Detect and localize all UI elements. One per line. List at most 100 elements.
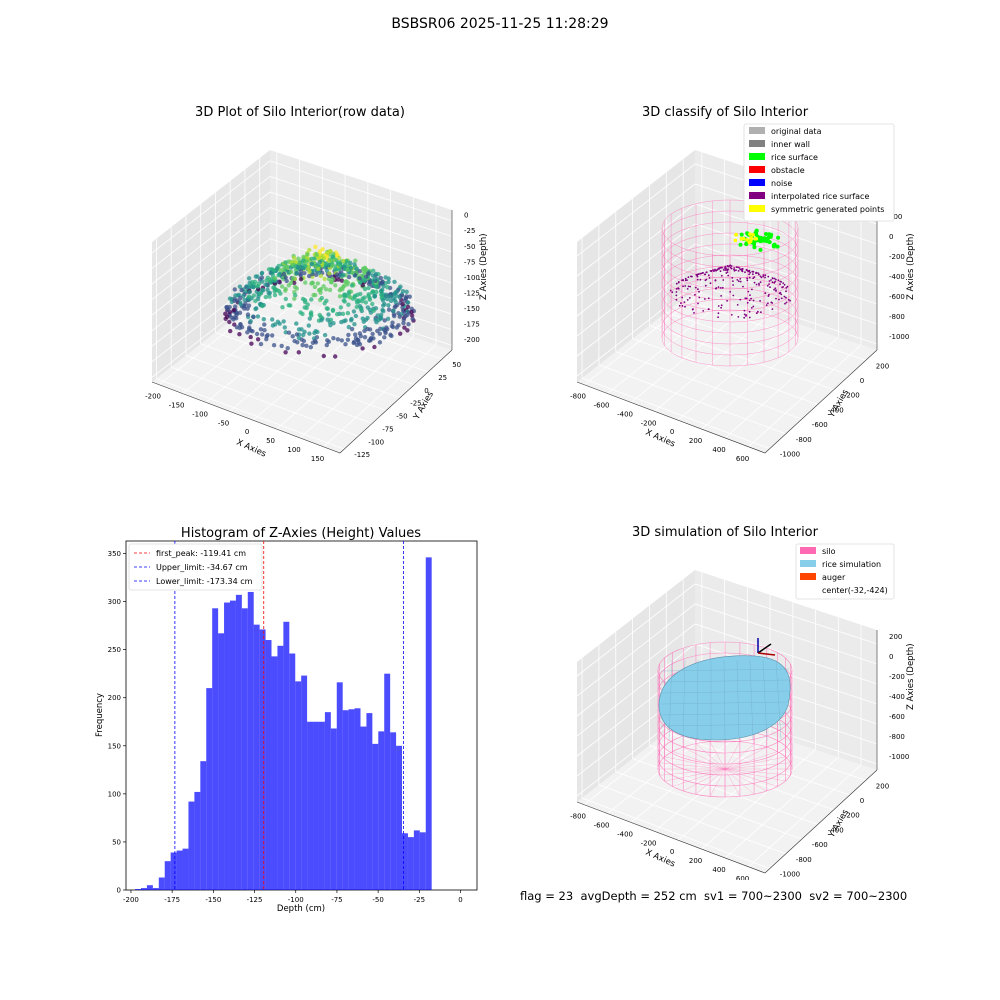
interpolated-point xyxy=(730,314,733,316)
interpolated-point xyxy=(752,273,754,276)
data-point xyxy=(309,261,314,266)
data-point xyxy=(288,303,293,308)
interpolated-point xyxy=(708,308,710,310)
interpolated-point xyxy=(782,282,785,284)
data-point xyxy=(394,325,400,330)
data-point xyxy=(253,298,258,304)
data-point xyxy=(255,314,261,319)
silo-bottom-line xyxy=(659,768,726,776)
surface-mesh-line xyxy=(668,659,673,741)
z-tick-label: -75 xyxy=(464,258,475,266)
interpolated-point xyxy=(736,279,739,281)
data-point xyxy=(322,301,327,306)
data-point xyxy=(321,284,326,289)
histogram-bar xyxy=(301,675,308,890)
data-point xyxy=(290,262,295,267)
data-point xyxy=(327,257,332,262)
x-tick-label: 400 xyxy=(712,446,725,454)
surface-mesh-line xyxy=(660,679,790,683)
data-point xyxy=(410,316,415,321)
data-point xyxy=(309,313,314,318)
x-tick-label: -100 xyxy=(192,410,208,418)
data-point xyxy=(270,333,275,338)
data-point xyxy=(249,341,254,346)
x-tick-label: -75 xyxy=(331,896,342,904)
interpolated-point xyxy=(720,274,723,277)
data-point xyxy=(351,309,357,314)
data-point xyxy=(302,329,307,334)
grid-line xyxy=(630,306,748,403)
data-point xyxy=(345,337,351,342)
interpolated-point xyxy=(738,267,741,269)
interpolated-point xyxy=(687,285,690,288)
data-point xyxy=(245,330,250,335)
data-point xyxy=(289,269,294,274)
symmetric-point xyxy=(734,233,738,237)
interpolated-point xyxy=(745,297,748,300)
interpolated-point xyxy=(724,265,727,268)
grid-line xyxy=(583,291,703,385)
interpolated-point xyxy=(775,289,777,291)
data-point xyxy=(346,324,351,330)
symmetric-point xyxy=(749,237,753,242)
data-point xyxy=(389,323,395,329)
interpolated-point xyxy=(735,269,737,271)
data-point xyxy=(303,263,308,269)
interpolated-point xyxy=(703,273,706,276)
silo-bottom-line xyxy=(683,768,726,792)
interpolated-point xyxy=(682,285,684,288)
data-point xyxy=(325,317,330,322)
data-point xyxy=(409,313,415,318)
interpolated-point xyxy=(677,287,680,290)
interpolated-point xyxy=(697,288,699,291)
x-tick-label: -600 xyxy=(594,402,610,410)
histogram-bar xyxy=(212,608,219,890)
data-point xyxy=(283,260,288,265)
data-point xyxy=(232,287,237,292)
data-point xyxy=(253,306,258,312)
legend-swatch xyxy=(749,192,765,199)
x-tick-label: -200 xyxy=(641,839,657,847)
data-point xyxy=(336,277,341,282)
histogram-bar xyxy=(413,830,420,890)
histogram-bar xyxy=(135,889,141,890)
x-tick-label: -800 xyxy=(570,393,586,401)
data-point xyxy=(352,294,357,300)
grid-line xyxy=(607,299,725,394)
histogram-bar xyxy=(407,837,414,890)
data-point xyxy=(312,330,317,336)
grid-line xyxy=(185,355,373,424)
data-point xyxy=(401,317,406,322)
histogram-bar xyxy=(265,640,272,890)
interpolated-point xyxy=(702,310,705,312)
left-pane xyxy=(577,150,695,382)
histogram-bar xyxy=(140,888,147,890)
grid-line xyxy=(151,238,453,331)
interpolated-point xyxy=(780,297,783,300)
interpolated-point xyxy=(775,297,777,300)
data-point xyxy=(257,291,263,296)
data-point xyxy=(270,317,275,322)
data-point xyxy=(294,271,299,276)
y-tick-label: 0 xyxy=(424,387,428,395)
legend-box xyxy=(743,123,895,222)
data-point xyxy=(268,279,273,285)
interpolated-point xyxy=(696,278,699,281)
interpolated-point xyxy=(726,300,728,302)
grid-line xyxy=(615,351,802,420)
silo-bottom-line xyxy=(724,746,767,770)
data-point xyxy=(331,336,336,341)
legend-swatch xyxy=(749,153,765,160)
y-tick-label: 350 xyxy=(108,550,121,558)
histogram-bar xyxy=(295,681,302,890)
grid-line xyxy=(576,263,878,357)
x-tick-label: 400 xyxy=(712,866,725,874)
data-point xyxy=(380,279,385,284)
legend-label: noise xyxy=(771,179,792,188)
surface-mesh-line xyxy=(660,723,790,727)
data-point xyxy=(351,340,356,346)
legend-swatch xyxy=(800,560,816,567)
y-tick-label: 200 xyxy=(876,782,889,790)
z-tick-label: -200 xyxy=(464,336,480,344)
interpolated-point xyxy=(785,287,788,289)
